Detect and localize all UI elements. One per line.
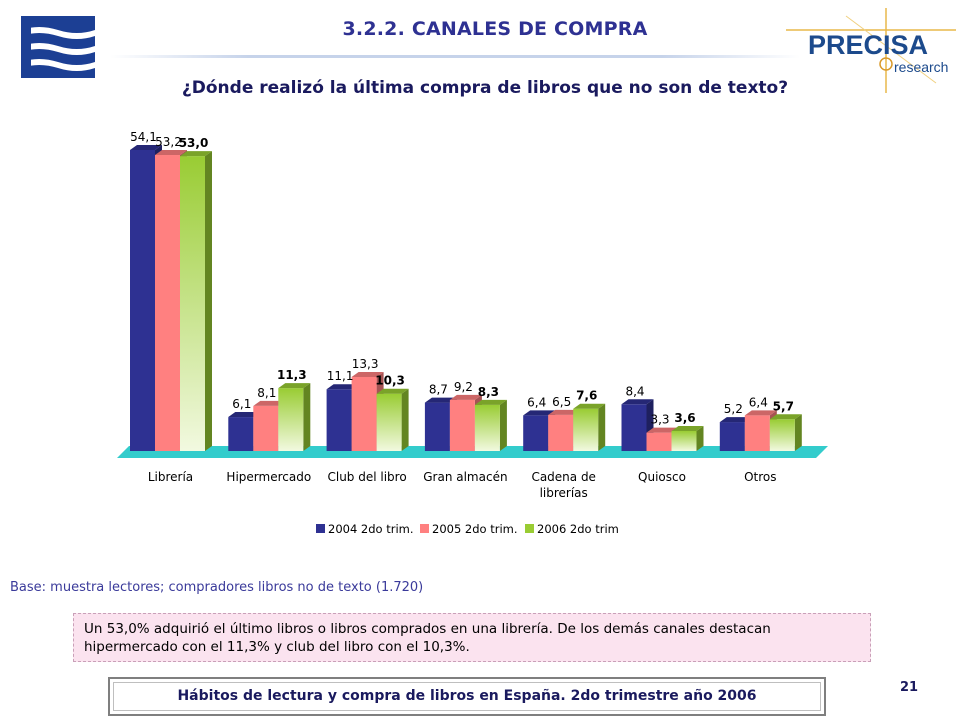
bar-6-2 [769,414,802,451]
value-label-3-2: 8,3 [478,385,499,399]
footer-box: Hábitos de lectura y compra de libros en… [108,677,826,716]
value-label-0-2: 53,0 [179,136,209,150]
category-label-0: Librería [148,470,193,484]
value-label-2-1: 13,3 [352,357,379,371]
logo-precisa-text: PRECISA [808,30,928,60]
bar-3-2 [474,399,507,451]
value-label-3-1: 9,2 [454,380,473,394]
legend-swatch-0 [316,524,325,533]
footer-text: Hábitos de lectura y compra de libros en… [113,682,821,711]
bar-2-2 [376,388,409,451]
page-number: 21 [900,680,919,695]
section-title: 3.2.2. CANALES DE COMPRA [342,18,648,40]
logo-research-text: research [894,59,948,75]
value-label-0-0: 54,1 [130,130,157,144]
value-label-0-1: 53,2 [155,135,182,149]
value-label-2-2: 10,3 [375,374,405,388]
bar-chart: 54,153,253,0 6,1 8,111,3 11,113,3 10,3 8,7 9,2… [117,130,828,536]
legend-label-2: 2006 2do trim [537,522,619,536]
value-label-1-1: 8,1 [257,386,276,400]
bar-1-1 [253,400,286,451]
legend-label-1: 2005 2do trim. [432,522,518,536]
value-label-2-0: 11,1 [327,369,354,383]
category-label-5: Quiosco [638,470,686,484]
category-label-3: Gran almacén [423,470,507,484]
value-label-4-2: 7,6 [576,389,597,403]
value-label-4-0: 6,4 [527,395,546,409]
publisher-logo [21,16,95,78]
base-note: Base: muestra lectores; compradores libr… [10,580,424,595]
value-label-5-0: 8,4 [625,384,644,398]
legend-swatch-1 [420,524,429,533]
bar-4-2 [573,403,606,451]
category-label-4: Cadena de [531,470,596,484]
bar-0-2 [180,151,212,451]
legend-label-0: 2004 2do trim. [328,522,414,536]
value-label-3-0: 8,7 [429,383,448,397]
legend-swatch-2 [525,524,534,533]
precisa-logo: PRECISA research [786,8,956,93]
summary-text: Un 53,0% adquirió el último libros o lib… [84,621,771,655]
title-divider [110,55,800,58]
value-label-6-0: 5,2 [724,402,743,416]
category-label-6: Otros [744,470,776,484]
value-label-5-2: 3,6 [674,411,695,425]
category-label-4: librerías [540,486,588,500]
category-label-2: Club del libro [327,470,406,484]
value-label-1-0: 6,1 [232,397,251,411]
bar-1-2 [278,383,311,451]
category-label-1: Hipermercado [226,470,311,484]
value-label-6-2: 5,7 [773,399,794,413]
value-label-4-1: 6,5 [552,395,571,409]
value-label-6-1: 6,4 [749,395,768,409]
chart-question: ¿Dónde realizó la última compra de libro… [181,78,789,98]
summary-box: Un 53,0% adquirió el último libros o lib… [73,613,871,662]
value-label-1-2: 11,3 [277,368,307,382]
bar-5-2 [671,425,704,451]
value-label-5-1: 3,3 [650,413,669,427]
